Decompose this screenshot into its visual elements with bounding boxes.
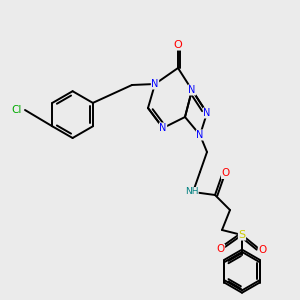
Text: O: O [216,244,225,254]
Text: N: N [151,79,159,89]
Text: NH: NH [185,188,198,196]
Text: N: N [196,130,204,140]
Text: O: O [174,40,182,50]
Text: O: O [221,169,230,178]
Text: O: O [258,245,267,255]
Text: N: N [188,85,196,95]
Text: N: N [203,108,211,118]
Text: Cl: Cl [12,105,22,115]
Text: N: N [159,123,167,133]
Text: S: S [238,230,246,240]
